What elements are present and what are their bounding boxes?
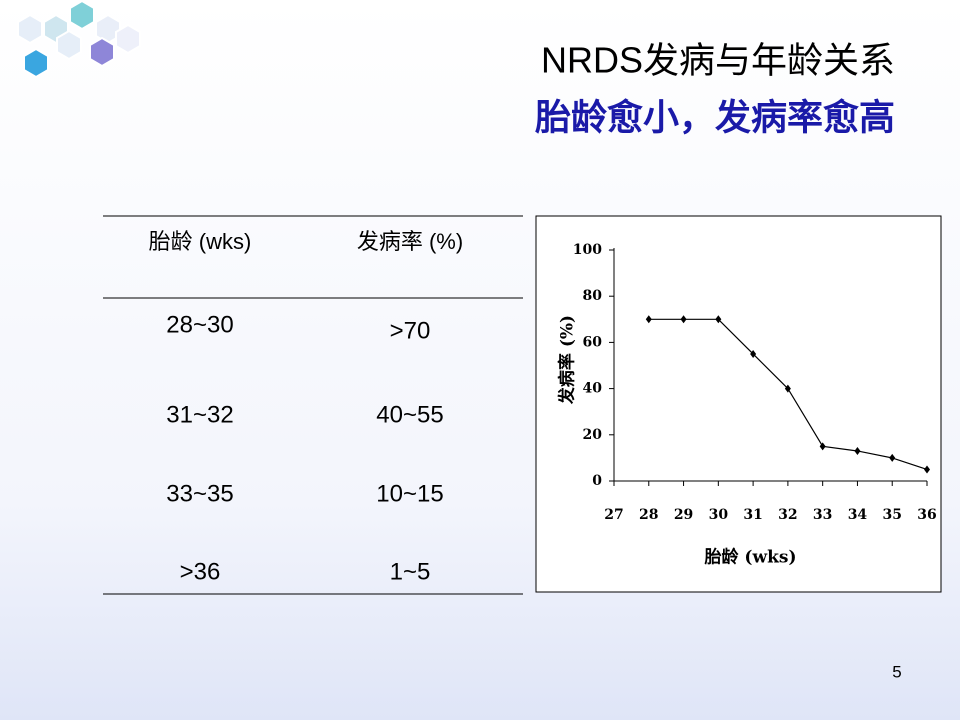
table — [103, 215, 523, 595]
data-point — [784, 384, 791, 393]
x-tick-label: 27 — [604, 507, 623, 523]
table-cell: 1~5 — [390, 558, 431, 585]
x-tick-label: 36 — [917, 507, 936, 523]
x-tick-label: 35 — [882, 507, 901, 523]
y-tick-label: 40 — [583, 381, 603, 397]
data-point — [854, 446, 861, 455]
chart-frame — [535, 215, 942, 593]
x-tick-label: 34 — [848, 507, 868, 523]
table-cell: 31~32 — [166, 401, 233, 428]
data-point — [715, 315, 722, 324]
data-point — [924, 465, 930, 474]
table-cell: 40~55 — [376, 401, 443, 428]
table-header: 胎龄 (wks) — [149, 229, 252, 254]
table-cell: >36 — [180, 558, 221, 585]
table-cell: >70 — [390, 317, 431, 344]
y-tick-label: 80 — [583, 288, 603, 304]
x-tick-label: 32 — [778, 507, 797, 523]
y-tick-label: 0 — [592, 473, 602, 489]
data-point — [889, 453, 896, 462]
table-cell: 28~30 — [166, 311, 233, 338]
subtitle: 胎龄愈小，发病率愈高 — [535, 97, 895, 138]
table-cell: 10~15 — [376, 480, 443, 507]
x-tick-label: 31 — [743, 507, 762, 523]
y-axis-label: 发病率 (%) — [557, 315, 578, 405]
data-point — [680, 315, 687, 324]
x-tick-label: 28 — [639, 507, 658, 523]
hex-decoration — [17, 0, 141, 79]
y-tick-label: 60 — [583, 334, 603, 350]
data-point — [645, 315, 652, 324]
data-point — [819, 442, 826, 451]
data-point — [750, 349, 757, 358]
page-number: 5 — [892, 662, 901, 681]
y-tick-label: 100 — [573, 242, 602, 258]
table-header: 发病率 (%) — [357, 229, 463, 254]
x-tick-label: 29 — [674, 507, 693, 523]
table-cell: 33~35 — [166, 480, 233, 507]
x-tick-label: 33 — [813, 507, 832, 523]
x-tick-label: 30 — [709, 507, 729, 523]
x-axis-label: 胎龄 (wks) — [705, 547, 797, 568]
title: NRDS发病与年龄关系 — [541, 40, 895, 81]
y-tick-label: 20 — [583, 427, 603, 443]
